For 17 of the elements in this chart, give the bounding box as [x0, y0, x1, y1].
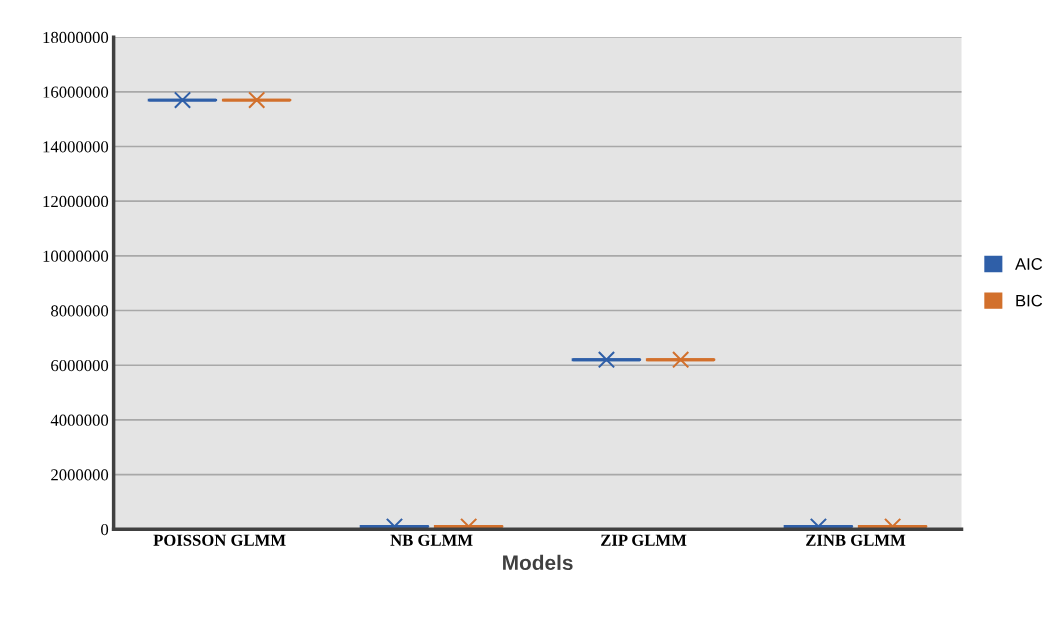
y-tick-label: 18000000: [43, 31, 109, 44]
y-tick-label: 14000000: [43, 141, 109, 153]
x-tick-label: ZIP GLMM: [601, 534, 687, 546]
y-tick-label: 2000000: [51, 469, 109, 481]
x-tick-label: NB GLMM: [390, 534, 473, 546]
legend-label: BIC: [1016, 294, 1043, 307]
y-tick-label: 16000000: [43, 86, 109, 98]
x-axis-title: Models: [503, 554, 573, 571]
y-tick-label: 0: [101, 523, 109, 536]
legend-label: AIC: [1015, 258, 1043, 270]
x-tick-label: POISSON GLMM: [153, 534, 286, 546]
x-tick-label: ZINB GLMM: [806, 534, 906, 546]
y-tick-label: 6000000: [51, 359, 109, 372]
y-tick-label: 10000000: [43, 250, 109, 262]
y-tick-label: 8000000: [51, 305, 109, 317]
y-tick-label: 4000000: [50, 414, 109, 426]
y-tick-label: 12000000: [43, 195, 109, 208]
